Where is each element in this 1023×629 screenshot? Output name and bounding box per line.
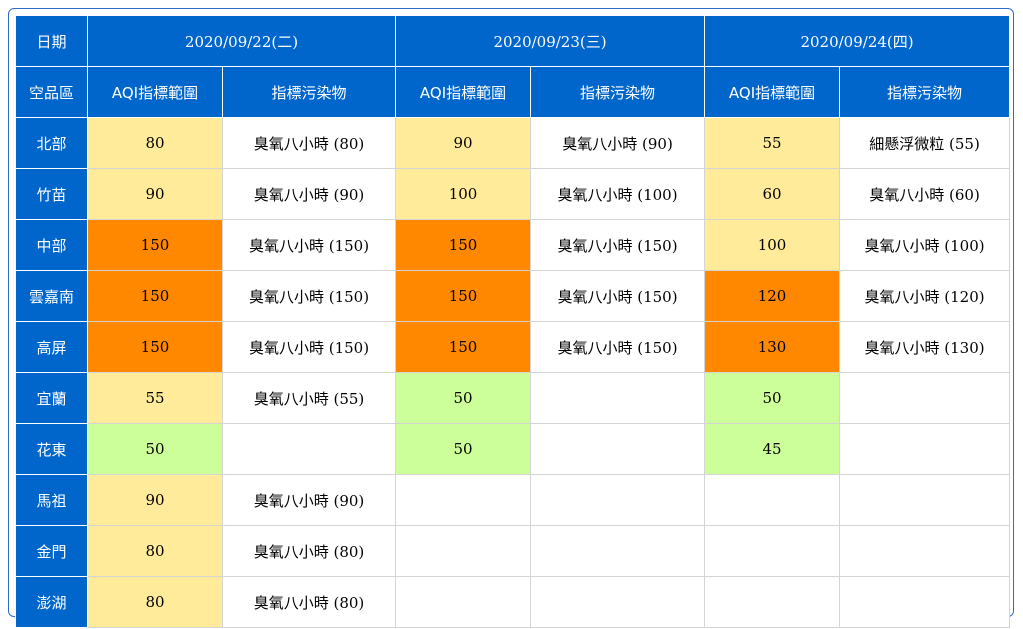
pollutant-cell: 臭氧八小時 (80) xyxy=(221,117,397,169)
table-row: 竹苗 90 臭氧八小時 (90) 100 臭氧八小時 (100) 60 臭氧八小時 (60) xyxy=(15,168,1011,220)
pollutant-cell: 臭氧八小時 (150) xyxy=(530,321,706,373)
aqi-value-cell: 55 xyxy=(87,372,223,424)
region-name: 宜蘭 xyxy=(15,372,88,424)
aqi-value-cell: 90 xyxy=(395,117,532,169)
aqi-value-cell xyxy=(704,525,841,577)
pollutant-cell xyxy=(839,525,1011,577)
table-row: 高屏 150 臭氧八小時 (150) 150 臭氧八小時 (150) 130 臭氧八小時 (… xyxy=(15,321,1011,373)
date-header-day-1: 2020/09/22(二) xyxy=(86,15,397,67)
pollutant-cell xyxy=(839,474,1011,526)
region-name: 高屏 xyxy=(15,321,88,373)
table-row: 中部 150 臭氧八小時 (150) 150 臭氧八小時 (150) 100 臭氧八小時 (… xyxy=(15,219,1011,271)
aqi-value-cell: 100 xyxy=(395,168,532,220)
aqi-forecast-table: 日期 2020/09/22(二) 2020/09/23(三) 2020/09/2… xyxy=(15,15,1011,628)
pollutant-col-header-day-1: 指標污染物 xyxy=(221,66,397,118)
aqi-col-header-day-3: AQI指標範圍 xyxy=(704,66,841,118)
aqi-value-cell: 55 xyxy=(704,117,841,169)
aqi-value-cell: 50 xyxy=(87,423,223,475)
region-name: 竹苗 xyxy=(15,168,88,220)
table-row: 雲嘉南 150 臭氧八小時 (150) 150 臭氧八小時 (150) 120 臭氧八小時 … xyxy=(15,270,1011,322)
aqi-value-cell xyxy=(395,474,532,526)
column-header-row: 空品區 AQI指標範圍 指標污染物 AQI指標範圍 指標污染物 AQI指標範圍 … xyxy=(15,66,1011,118)
pollutant-cell xyxy=(530,423,706,475)
aqi-value-cell: 60 xyxy=(704,168,841,220)
aqi-table-body: 北部 80 臭氧八小時 (80) 90 臭氧八小時 (90) 55 細懸浮微粒 (55) 竹苗… xyxy=(15,117,1011,628)
pollutant-cell xyxy=(530,372,706,424)
pollutant-cell: 臭氧八小時 (150) xyxy=(530,270,706,322)
pollutant-cell xyxy=(530,525,706,577)
pollutant-cell: 細懸浮微粒 (55) xyxy=(839,117,1011,169)
region-name: 花東 xyxy=(15,423,88,475)
table-row: 馬祖 90 臭氧八小時 (90) xyxy=(15,474,1011,526)
pollutant-col-header-day-3: 指標污染物 xyxy=(839,66,1011,118)
aqi-value-cell: 120 xyxy=(704,270,841,322)
aqi-value-cell: 50 xyxy=(395,423,532,475)
region-name: 中部 xyxy=(15,219,88,271)
table-row: 澎湖 80 臭氧八小時 (80) xyxy=(15,576,1011,628)
aqi-col-header-day-2: AQI指標範圍 xyxy=(395,66,532,118)
pollutant-cell: 臭氧八小時 (90) xyxy=(221,168,397,220)
aqi-value-cell xyxy=(395,576,532,628)
table-row: 宜蘭 55 臭氧八小時 (55) 50 50 xyxy=(15,372,1011,424)
pollutant-cell: 臭氧八小時 (150) xyxy=(530,219,706,271)
pollutant-cell: 臭氧八小時 (150) xyxy=(221,270,397,322)
region-name: 馬祖 xyxy=(15,474,88,526)
region-name: 北部 xyxy=(15,117,88,169)
aqi-value-cell: 45 xyxy=(704,423,841,475)
pollutant-cell: 臭氧八小時 (60) xyxy=(839,168,1011,220)
region-name: 澎湖 xyxy=(15,576,88,628)
pollutant-cell xyxy=(839,423,1011,475)
pollutant-cell: 臭氧八小時 (90) xyxy=(530,117,706,169)
date-label: 日期 xyxy=(15,15,88,67)
pollutant-cell xyxy=(839,372,1011,424)
aqi-value-cell: 150 xyxy=(87,321,223,373)
aqi-forecast-panel: 日期 2020/09/22(二) 2020/09/23(三) 2020/09/2… xyxy=(8,8,1014,628)
aqi-value-cell: 90 xyxy=(87,474,223,526)
aqi-value-cell xyxy=(704,474,841,526)
pollutant-cell: 臭氧八小時 (55) xyxy=(221,372,397,424)
date-header-day-2: 2020/09/23(三) xyxy=(395,15,706,67)
pollutant-cell xyxy=(221,423,397,475)
aqi-value-cell: 80 xyxy=(87,525,223,577)
table-row: 北部 80 臭氧八小時 (80) 90 臭氧八小時 (90) 55 細懸浮微粒 (55) xyxy=(15,117,1011,169)
pollutant-cell: 臭氧八小時 (80) xyxy=(221,576,397,628)
aqi-value-cell xyxy=(395,525,532,577)
region-name: 雲嘉南 xyxy=(15,270,88,322)
pollutant-cell: 臭氧八小時 (150) xyxy=(221,321,397,373)
aqi-value-cell: 90 xyxy=(87,168,223,220)
pollutant-cell xyxy=(839,576,1011,628)
aqi-value-cell: 50 xyxy=(704,372,841,424)
aqi-value-cell: 150 xyxy=(87,219,223,271)
pollutant-cell: 臭氧八小時 (130) xyxy=(839,321,1011,373)
aqi-value-cell: 80 xyxy=(87,117,223,169)
pollutant-cell: 臭氧八小時 (100) xyxy=(530,168,706,220)
aqi-value-cell: 80 xyxy=(87,576,223,628)
table-row: 花東 50 50 45 xyxy=(15,423,1011,475)
aqi-value-cell: 150 xyxy=(395,219,532,271)
date-header-row: 日期 2020/09/22(二) 2020/09/23(三) 2020/09/2… xyxy=(15,15,1011,67)
pollutant-cell: 臭氧八小時 (150) xyxy=(221,219,397,271)
aqi-value-cell: 50 xyxy=(395,372,532,424)
table-row: 金門 80 臭氧八小時 (80) xyxy=(15,525,1011,577)
pollutant-cell: 臭氧八小時 (80) xyxy=(221,525,397,577)
pollutant-cell: 臭氧八小時 (120) xyxy=(839,270,1011,322)
pollutant-col-header-day-2: 指標污染物 xyxy=(530,66,706,118)
aqi-value-cell: 130 xyxy=(704,321,841,373)
aqi-value-cell xyxy=(704,576,841,628)
pollutant-cell xyxy=(530,576,706,628)
pollutant-cell: 臭氧八小時 (100) xyxy=(839,219,1011,271)
area-label: 空品區 xyxy=(15,66,88,118)
aqi-value-cell: 150 xyxy=(87,270,223,322)
pollutant-cell xyxy=(530,474,706,526)
pollutant-cell: 臭氧八小時 (90) xyxy=(221,474,397,526)
aqi-col-header-day-1: AQI指標範圍 xyxy=(87,66,223,118)
aqi-value-cell: 100 xyxy=(704,219,841,271)
date-header-day-3: 2020/09/24(四) xyxy=(704,15,1011,67)
aqi-value-cell: 150 xyxy=(395,270,532,322)
region-name: 金門 xyxy=(15,525,88,577)
aqi-value-cell: 150 xyxy=(395,321,532,373)
